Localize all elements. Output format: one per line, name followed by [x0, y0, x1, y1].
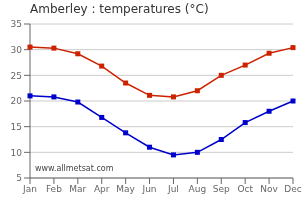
svg-text:Sep: Sep [213, 184, 230, 194]
html-text:Amberley : temperatures (°C): Amberley : temperatures (°C) [30, 2, 209, 16]
svg-text:35: 35 [11, 19, 22, 29]
svg-text:Aug: Aug [189, 184, 207, 194]
svg-text:May: May [116, 184, 135, 194]
svg-text:Mar: Mar [69, 184, 86, 194]
svg-text:25: 25 [11, 71, 22, 81]
svg-text:Jan: Jan [22, 184, 37, 194]
svg-text:Feb: Feb [46, 184, 62, 194]
svg-text:30: 30 [11, 45, 23, 55]
svg-text:5: 5 [16, 173, 22, 183]
html-text:www.allmetsat.com: www.allmetsat.com [35, 164, 114, 173]
svg-text:20: 20 [11, 96, 23, 106]
svg-text:15: 15 [11, 122, 22, 132]
svg-text:Apr: Apr [94, 184, 110, 194]
svg-text:Jun: Jun [142, 184, 157, 194]
svg-text:Dec: Dec [284, 184, 297, 194]
svg-text:Nov: Nov [260, 184, 278, 194]
svg-text:10: 10 [11, 148, 23, 158]
svg-text:Oct: Oct [237, 184, 253, 194]
svg-text:Jul: Jul [167, 184, 179, 194]
